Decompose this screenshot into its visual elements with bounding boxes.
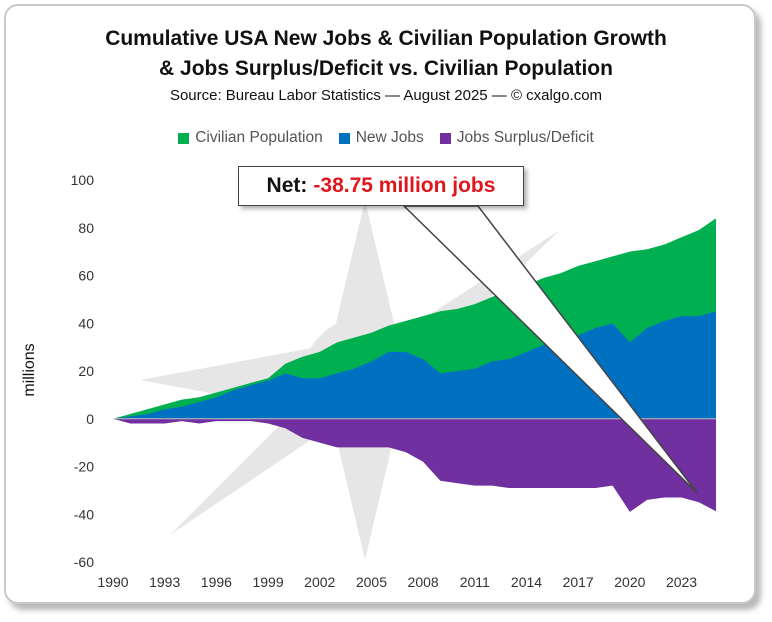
chart-subtitle: Source: Bureau Labor Statistics — August…	[169, 87, 603, 104]
chart-title-line-2: & Jobs Surplus/Deficit vs. Civilian Popu…	[159, 57, 613, 80]
legend-label-civilian-population: Civilian Population	[195, 129, 323, 146]
callout-prefix: Net:	[266, 174, 308, 197]
x-tick-label-2002: 2002	[304, 574, 335, 590]
net-callout: Net: -38.75 million jobs	[238, 166, 524, 206]
x-tick-label-2017: 2017	[563, 574, 594, 590]
legend-label-new-jobs: New Jobs	[355, 129, 424, 146]
callout-value: -38.75 million jobs	[313, 174, 496, 197]
x-tick-label-1999: 1999	[252, 574, 283, 590]
legend-swatch-jobs-surplus-deficit	[439, 132, 451, 144]
y-tick-label-20: 20	[78, 363, 94, 379]
x-tick-label-2005: 2005	[356, 574, 387, 590]
legend-swatch-new-jobs	[338, 132, 350, 144]
legend-item-new-jobs: New Jobs	[338, 129, 424, 147]
legend: Civilian Population New Jobs Jobs Surplu…	[0, 129, 772, 147]
x-tick-label-1993: 1993	[149, 574, 180, 590]
legend-item-jobs-surplus-deficit: Jobs Surplus/Deficit	[439, 129, 594, 147]
y-tick-label-40: 40	[78, 315, 94, 331]
x-tick-label-2008: 2008	[408, 574, 439, 590]
callout-pointer	[402, 205, 698, 494]
y-tick-label--60: -60	[74, 554, 94, 570]
x-tick-label-2014: 2014	[511, 574, 542, 590]
y-tick-label--40: -40	[74, 506, 94, 522]
legend-label-jobs-surplus-deficit: Jobs Surplus/Deficit	[456, 129, 594, 146]
y-tick-label-80: 80	[78, 220, 94, 236]
x-tick-label-1990: 1990	[97, 574, 128, 590]
legend-item-civilian-population: Civilian Population	[178, 129, 323, 147]
x-tick-label-2011: 2011	[460, 574, 490, 590]
y-tick-label-0: 0	[86, 411, 94, 427]
series-area-new-jobs	[113, 311, 716, 419]
legend-swatch-civilian-population	[178, 132, 190, 144]
x-tick-label-2023: 2023	[666, 574, 697, 590]
y-tick-label-60: 60	[78, 268, 94, 284]
y-tick-label--20: -20	[74, 459, 94, 475]
x-tick-label-1996: 1996	[201, 574, 232, 590]
x-tick-label-2020: 2020	[614, 574, 645, 590]
y-tick-label-100: 100	[71, 172, 95, 188]
series-area-jobs-surplus-deficit	[113, 418, 716, 512]
chart-title-line-1: Cumulative USA New Jobs & Civilian Popul…	[105, 27, 667, 50]
